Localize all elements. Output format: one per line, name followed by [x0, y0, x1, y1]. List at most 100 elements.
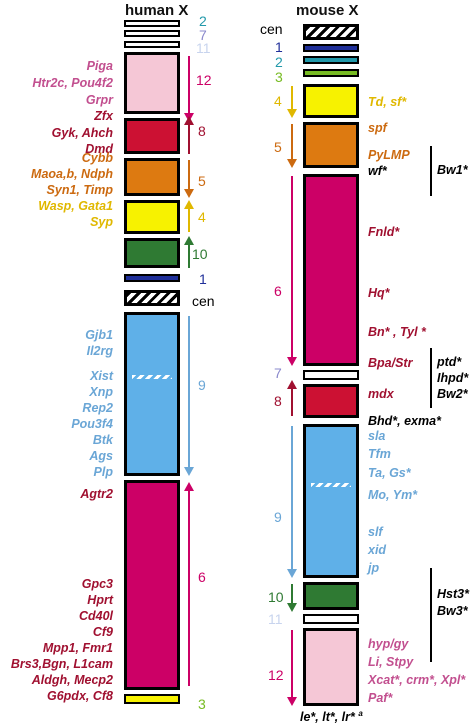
human-gene-agtr2: Agtr2: [80, 487, 113, 501]
mouse-region-label-12: 12: [268, 667, 284, 683]
human-gene-grpr: Grpr: [85, 93, 113, 107]
human-gene-xist: Xist: [90, 369, 113, 383]
mouse-gene-bottom-text: le*, lt*, lr*: [300, 710, 355, 725]
mouse-region-5: [303, 122, 359, 168]
human-gene-maoa: Maoa,b, Ndph: [31, 167, 113, 181]
mouse-arrow-5: [287, 124, 297, 168]
mouse-region-6: [303, 174, 359, 366]
mouse-bracket-bw3-label: Bw3*: [437, 604, 468, 618]
human-band-1: [124, 274, 180, 282]
human-band-3: [124, 694, 180, 704]
mouse-gene-ta: Ta, Gs*: [368, 466, 411, 480]
human-gene-btk: Btk: [92, 433, 113, 447]
mouse-gene-fnld: Fnld*: [368, 225, 400, 239]
mouse-gene-jp: jp: [368, 561, 380, 575]
mouse-region-label-6: 6: [274, 283, 282, 299]
human-region-label-4: 4: [198, 209, 206, 225]
mouse-gene-spf: spf: [368, 121, 387, 135]
mouse-arrow-8: [287, 380, 297, 416]
mouse-bracket-ptd-label: ptd*: [437, 355, 462, 369]
mouse-centromere-label: cen: [260, 21, 283, 37]
human-gene-mpp1: Mpp1, Fmr1: [42, 641, 113, 655]
human-gene-gjb1: Gjb1: [85, 328, 113, 342]
human-gene-xnp: Xnp: [89, 385, 113, 399]
human-gene-syp: Syp: [90, 215, 113, 229]
human-region-5: [124, 158, 180, 196]
mouse-gene-bhd: Bhd*, exma*: [368, 414, 441, 428]
human-arrow-9: [184, 316, 194, 476]
human-region-label-11: 11: [196, 40, 211, 56]
human-gene-rep2: Rep2: [82, 401, 113, 415]
human-x-title: human X: [125, 2, 189, 19]
mouse-band-7: [303, 370, 359, 380]
mouse-gene-bottom-footnote: a: [358, 709, 363, 718]
mouse-gene-bn: Bn* , Tyl *: [368, 325, 426, 339]
human-centromere-label: cen: [192, 293, 215, 309]
human-band-11: [124, 41, 180, 48]
mouse-centromere: [303, 24, 359, 40]
human-centromere: [124, 290, 180, 306]
human-gene-gpc3: Gpc3: [81, 577, 113, 591]
human-region-label-3: 3: [198, 696, 206, 712]
human-gene-cf9: Cf9: [92, 625, 113, 639]
mouse-region-label-10: 10: [268, 589, 284, 605]
human-gene-hprt: Hprt: [87, 593, 113, 607]
mouse-gene-hq: Hq*: [368, 286, 390, 300]
mouse-bracket-hst3: [430, 568, 432, 662]
mouse-region-label-1: 1: [275, 39, 283, 55]
mouse-bracket-bw1: [430, 146, 432, 196]
human-arrow-5: [184, 160, 194, 198]
human-gene-cd40l: Cd40l: [78, 609, 113, 623]
human-region-6: [124, 480, 180, 690]
mouse-gene-hyp: hyp/gy: [368, 637, 409, 651]
mouse-region-12: [303, 628, 359, 706]
mouse-arrow-6: [287, 176, 297, 366]
human-gene-brs3: Brs3,Bgn, L1cam: [10, 657, 113, 671]
mouse-x-title: mouse X: [296, 2, 359, 19]
human-region-label-10: 10: [192, 246, 208, 262]
mouse-gene-xcat: Xcat*, crm*, Xpl*: [368, 673, 466, 687]
mouse-gene-slf: slf: [368, 525, 383, 539]
human-gene-pou3f4: Pou3f4: [71, 417, 113, 431]
mouse-bracket-bw1-label: Bw1*: [437, 163, 468, 177]
human-gene-wasp: Wasp, Gata1: [38, 199, 113, 213]
human-region-label-12: 12: [196, 72, 212, 88]
human-gene-g6pdx: G6pdx, Cf8: [47, 689, 113, 703]
human-arrow-6: [184, 482, 194, 686]
mouse-gene-mdx: mdx: [368, 387, 394, 401]
mouse-region-label-2: 2: [275, 54, 283, 70]
mouse-gene-sla: sla: [368, 429, 386, 443]
human-gene-cybb: Cybb: [81, 151, 113, 165]
mouse-region-label-3: 3: [275, 69, 283, 85]
mouse-arrow-12: [287, 630, 297, 706]
mouse-gene-mo: Mo, Ym*: [368, 488, 418, 502]
human-arrow-10: [184, 236, 194, 268]
human-band-2: [124, 20, 180, 27]
mouse-region-4: [303, 84, 359, 118]
human-arrow-8: [184, 116, 194, 154]
human-gene-plp: Plp: [93, 465, 113, 479]
human-region-label-7: 7: [199, 27, 207, 43]
human-arrow-4: [184, 200, 194, 232]
mouse-arrow-9: [287, 426, 297, 578]
mouse-gene-pylmp: PyLMP: [368, 148, 410, 162]
mouse-region-label-7: 7: [274, 365, 282, 381]
mouse-region-label-11: 11: [268, 611, 283, 627]
human-gene-htr2c: Htr2c, Pou4f2: [32, 76, 113, 90]
human-region-10: [124, 238, 180, 268]
mouse-region-9: [303, 424, 359, 578]
human-gene-syn1: Syn1, Timp: [46, 183, 113, 197]
mouse-band-2: [303, 56, 359, 64]
mouse-gene-tfm: Tfm: [368, 447, 391, 461]
mouse-band-11: [303, 614, 359, 624]
human-band-7: [124, 30, 180, 37]
mouse-bracket-ihpd-label: Ihpd*: [437, 371, 469, 385]
human-region-label-9: 9: [198, 377, 206, 393]
human-region-4: [124, 200, 180, 234]
human-region-label-6: 6: [198, 569, 206, 585]
mouse-band-1: [303, 44, 359, 52]
mouse-bracket-bw2-label: Bw2*: [437, 387, 468, 401]
mouse-gene-td: Td, sf*: [368, 95, 407, 109]
human-xist-mark: [132, 375, 172, 379]
mouse-xist-mark: [311, 483, 351, 487]
